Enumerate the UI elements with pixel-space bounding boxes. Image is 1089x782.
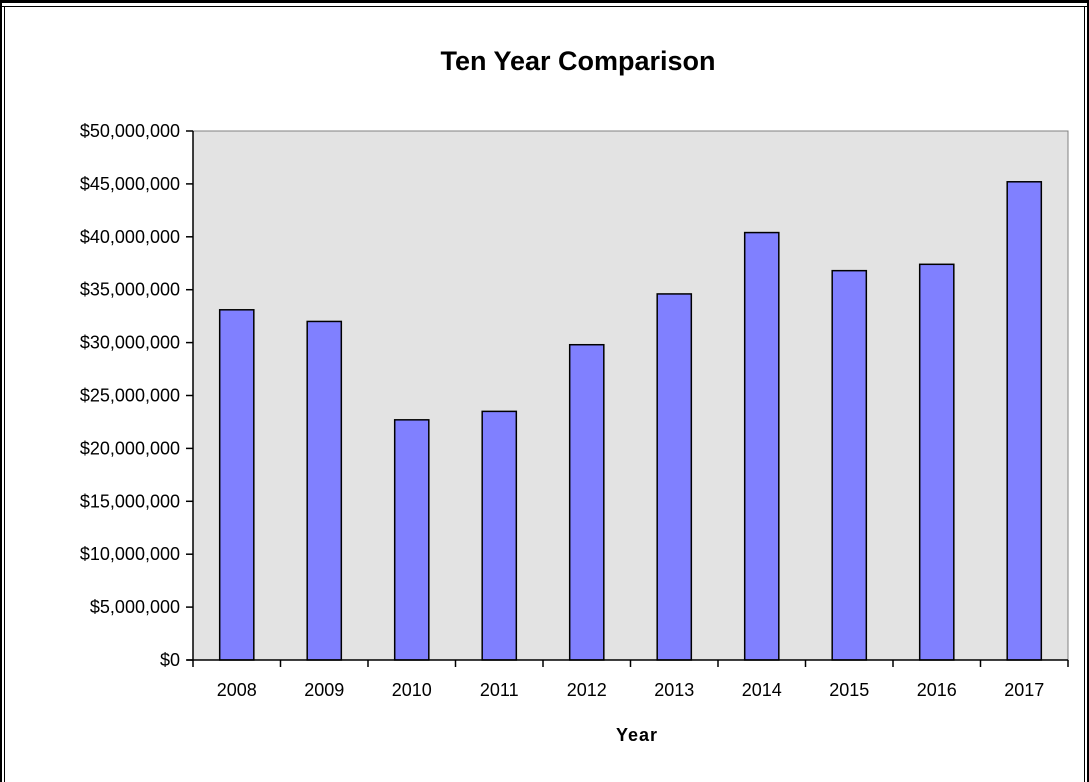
outer-frame-left xyxy=(0,0,2,782)
y-tick-label: $0 xyxy=(160,650,180,670)
y-axis-ticks: $0 $5,000,000 $10,000,000 $15,000,000 $20,00… xyxy=(80,121,193,670)
x-tick-label: 2016 xyxy=(917,680,957,700)
x-tick-label: 2014 xyxy=(742,680,782,700)
inner-frame-right xyxy=(1084,6,1085,782)
bar-2008 xyxy=(218,309,255,661)
x-tick-label: 2010 xyxy=(392,680,432,700)
y-tick-label: $40,000,000 xyxy=(80,227,180,247)
x-tick-label: 2009 xyxy=(304,680,344,700)
y-tick-label: $5,000,000 xyxy=(90,597,180,617)
chart-title: Ten Year Comparison xyxy=(440,46,715,76)
y-tick-label: $25,000,000 xyxy=(80,386,180,406)
bar-2012 xyxy=(568,343,605,661)
outer-frame-top xyxy=(0,0,1089,3)
y-tick-label: $10,000,000 xyxy=(80,544,180,564)
x-axis-ticks: 2008 2009 2010 2011 2012 2013 2014 2015 2016 2017 xyxy=(192,660,1069,700)
x-tick-label: 2013 xyxy=(654,680,694,700)
bar-2011 xyxy=(481,410,518,661)
x-axis-label: Year xyxy=(616,725,658,745)
outer-frame-right xyxy=(1087,0,1089,782)
bar-2017 xyxy=(1006,181,1043,661)
bars-group xyxy=(218,181,1043,661)
bar-2016 xyxy=(918,263,955,661)
x-tick-label: 2017 xyxy=(1004,680,1044,700)
inner-frame-left xyxy=(4,6,5,782)
bar-2009 xyxy=(306,320,343,661)
inner-frame-top xyxy=(0,6,1089,7)
x-tick-label: 2015 xyxy=(829,680,869,700)
y-tick-label: $30,000,000 xyxy=(80,333,180,353)
bar-2014 xyxy=(743,231,780,661)
y-tick-label: $20,000,000 xyxy=(80,438,180,458)
y-tick-label: $50,000,000 xyxy=(80,121,180,141)
y-tick-label: $45,000,000 xyxy=(80,174,180,194)
bar-2015 xyxy=(831,269,868,661)
bar-2013 xyxy=(656,293,693,661)
x-tick-label: 2011 xyxy=(480,680,519,700)
x-tick-label: 2008 xyxy=(217,680,257,700)
y-tick-label: $35,000,000 xyxy=(80,280,180,300)
bar-2010 xyxy=(393,419,430,661)
y-tick-label: $15,000,000 xyxy=(80,491,180,511)
x-tick-label: 2012 xyxy=(567,680,607,700)
